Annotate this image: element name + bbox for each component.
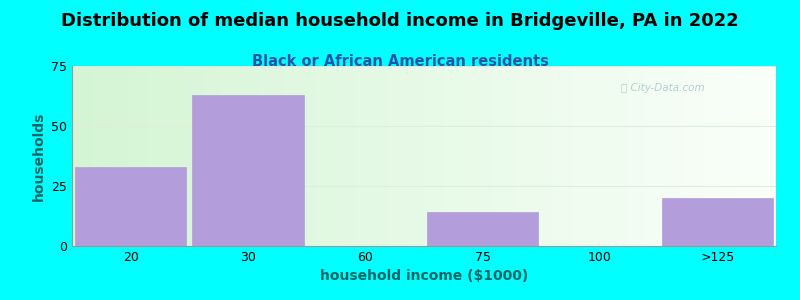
Text: Black or African American residents: Black or African American residents <box>251 54 549 69</box>
Y-axis label: households: households <box>31 111 46 201</box>
Text: Distribution of median household income in Bridgeville, PA in 2022: Distribution of median household income … <box>61 12 739 30</box>
Bar <box>75 167 186 246</box>
Text: ⓘ City-Data.com: ⓘ City-Data.com <box>621 82 705 93</box>
Bar <box>192 95 304 246</box>
X-axis label: household income ($1000): household income ($1000) <box>320 269 528 284</box>
Bar <box>662 198 773 246</box>
Bar <box>427 212 538 246</box>
